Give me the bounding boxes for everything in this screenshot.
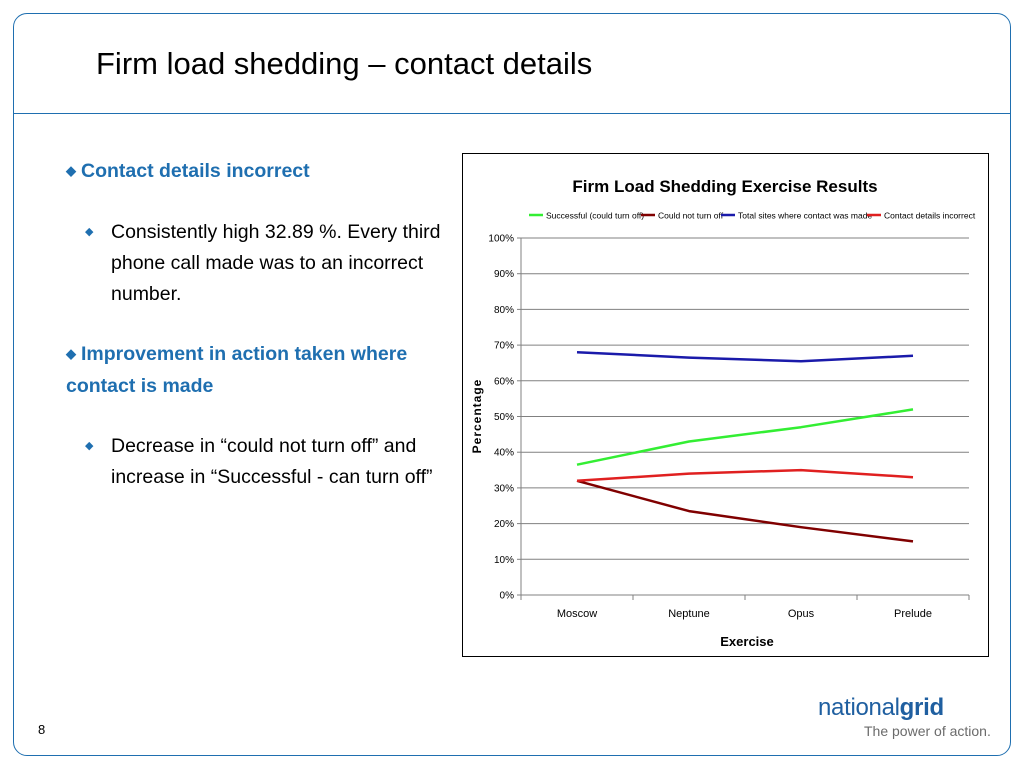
diamond-bullet-icon: ◆ — [66, 346, 76, 361]
y-axis-label: Percentage — [470, 379, 484, 454]
chart-legend: Successful (could turn off) Could not tur… — [529, 211, 976, 221]
series-line — [576, 350, 914, 363]
diamond-bullet-icon: ◆ — [66, 163, 76, 178]
y-tick-label: 90% — [494, 269, 514, 280]
y-axis: 0% 10% 20% 30% 40% 50% 60% 70% 80% 90% 100% — [488, 234, 522, 602]
y-tick-label: 10% — [494, 555, 514, 566]
slide-title: Firm load shedding – contact details — [96, 46, 593, 81]
series-line — [576, 479, 914, 543]
chart-grid — [521, 237, 969, 596]
series-line — [576, 408, 914, 466]
bullet-heading-2: ◆ Improvement in action taken where conta… — [66, 339, 456, 402]
x-axis-label: Exercise — [720, 634, 774, 649]
legend-label: Could not turn off — [658, 211, 724, 221]
bullet-heading-1-text: Contact details incorrect — [81, 160, 310, 182]
bullet-heading-1: ◆ Contact details incorrect — [66, 156, 456, 188]
logo-wordmark: nationalgrid — [818, 694, 944, 721]
legend-label: Successful (could turn off) — [546, 211, 644, 221]
chart-container: Firm Load Shedding Exercise Results Succ… — [462, 153, 989, 657]
logo-tagline: The power of action. — [864, 723, 991, 739]
bullet-sub-1: ◆ Consistently high 32.89 %. Every third … — [66, 217, 456, 310]
legend-label: Total sites where contact was made — [738, 211, 872, 221]
line-chart: Firm Load Shedding Exercise Results Succ… — [470, 177, 976, 649]
x-tick-label: Neptune — [668, 608, 710, 620]
x-tick-label: Prelude — [894, 608, 932, 620]
y-tick-label: 70% — [494, 341, 514, 352]
y-tick-label: 40% — [494, 448, 514, 459]
x-tick-label: Moscow — [557, 608, 597, 620]
page-number: 8 — [38, 722, 46, 737]
chart-series — [576, 350, 914, 543]
title-divider — [13, 113, 1011, 114]
bullet-sub-2-text: Decrease in “could not turn off” and inc… — [111, 435, 433, 488]
bullet-sub-2: ◆ Decrease in “could not turn off” and in… — [66, 431, 456, 493]
chart-title: Firm Load Shedding Exercise Results — [572, 177, 877, 196]
diamond-bullet-icon: ◆ — [85, 226, 94, 238]
y-tick-label: 30% — [494, 483, 514, 494]
y-tick-label: 20% — [494, 519, 514, 530]
bullet-heading-2-text: Improvement in action taken where contac… — [66, 343, 408, 397]
y-tick-label: 50% — [494, 412, 514, 423]
national-grid-logo: nationalgrid The power of action. — [818, 694, 998, 744]
y-tick-label: 100% — [488, 234, 514, 245]
x-axis: Moscow Neptune Opus Prelude — [520, 594, 970, 620]
diamond-bullet-icon: ◆ — [85, 440, 94, 452]
bullet-list: ◆ Contact details incorrect ◆ Consistently… — [66, 156, 456, 493]
y-tick-label: 80% — [494, 305, 514, 316]
y-tick-label: 0% — [500, 591, 515, 602]
x-tick-label: Opus — [788, 608, 815, 620]
legend-label: Contact details incorrect — [884, 211, 976, 221]
series-line — [576, 468, 914, 483]
y-tick-label: 60% — [494, 376, 514, 387]
slide-frame — [13, 13, 1011, 756]
bullet-sub-1-text: Consistently high 32.89 %. Every third p… — [111, 221, 441, 305]
